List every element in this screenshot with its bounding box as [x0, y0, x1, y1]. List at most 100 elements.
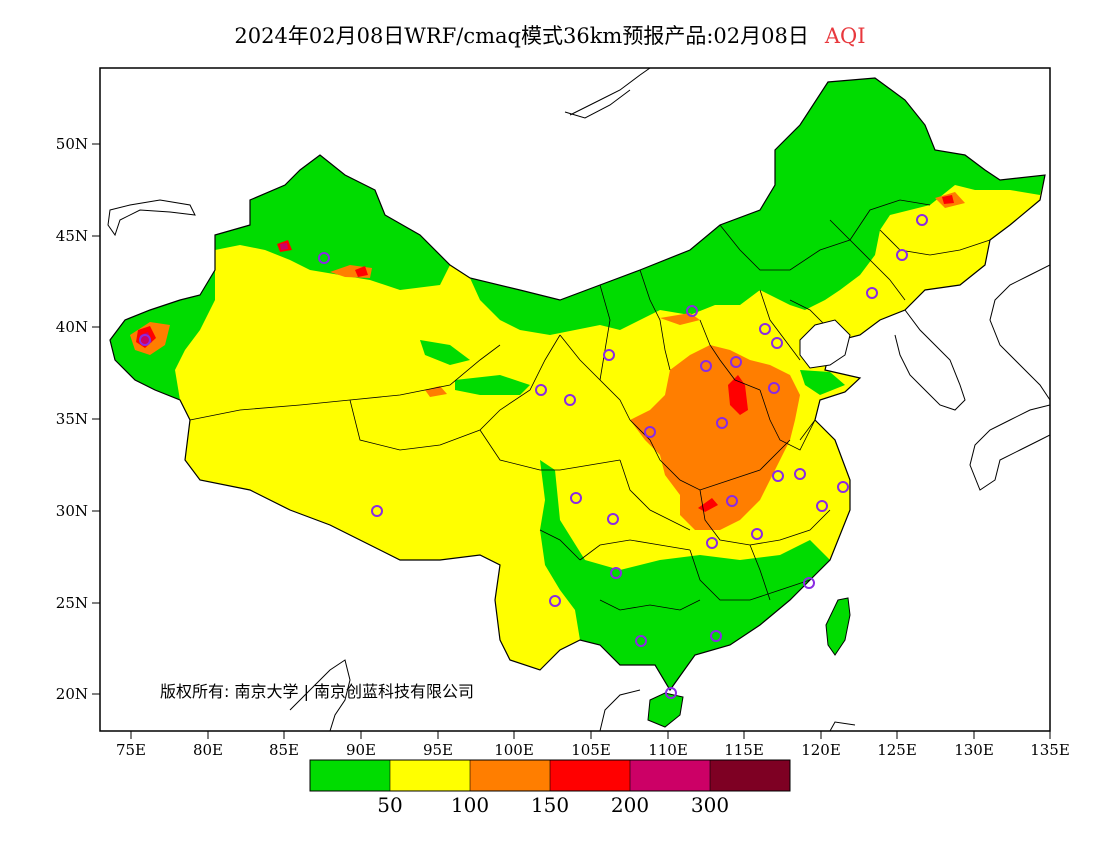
colorbar-label: 300	[691, 793, 729, 817]
good-region-northwest	[215, 155, 450, 290]
map-title: 2024年02月08日WRF/cmaq模式36km预报产品:02月08日 AQI	[0, 20, 1100, 50]
medium-pollution-henan	[728, 375, 748, 415]
colorbar-swatch-moderate	[390, 760, 470, 791]
good-region-north	[470, 78, 1045, 335]
lat-tick-label: 25N	[56, 594, 88, 612]
lon-tick: 85E	[269, 731, 299, 759]
lat-tick: 25N	[56, 594, 100, 612]
bohai-sea	[799, 319, 851, 369]
station-marker	[730, 356, 742, 368]
lat-tick: 35N	[56, 410, 100, 428]
station-marker	[570, 492, 582, 504]
lon-tick-label: 80E	[193, 741, 223, 759]
colorbar-swatch-medium	[550, 760, 630, 791]
lat-tick-label: 35N	[56, 410, 88, 428]
lon-tick-label: 115E	[724, 741, 764, 759]
lon-tick: 120E	[801, 731, 841, 759]
colorbar-label: 150	[531, 793, 569, 817]
lon-tick: 105E	[571, 731, 611, 759]
medium-pollution-ne	[942, 195, 954, 204]
lon-tick-label: 125E	[877, 741, 917, 759]
station-marker	[706, 537, 718, 549]
lat-tick-label: 45N	[56, 227, 88, 245]
taiwan-island	[825, 597, 851, 656]
station-marker	[603, 349, 615, 361]
station-marker	[371, 505, 383, 517]
lon-tick: 100E	[494, 731, 534, 759]
station-marker	[866, 287, 878, 299]
station-marker	[916, 214, 928, 226]
lon-tick-label: 110E	[648, 741, 688, 759]
lon-tick-label: 95E	[423, 741, 453, 759]
lon-tick: 130E	[954, 731, 994, 759]
lat-tick: 40N	[56, 318, 100, 336]
station-marker	[700, 360, 712, 372]
lat-tick-label: 40N	[56, 318, 88, 336]
station-marker	[635, 635, 647, 647]
station-marker	[716, 417, 728, 429]
station-marker	[564, 394, 576, 406]
lat-tick: 50N	[56, 135, 100, 153]
station-marker	[535, 384, 547, 396]
colorbar-label: 200	[611, 793, 649, 817]
lon-tick: 80E	[193, 731, 223, 759]
lat-tick: 45N	[56, 227, 100, 245]
lon-tick-label: 90E	[346, 741, 376, 759]
lon-tick: 110E	[648, 731, 688, 759]
china-border	[109, 77, 1046, 692]
station-marker	[803, 577, 815, 589]
copyright-text: 版权所有: 南京大学 | 南京创蓝科技有限公司	[160, 682, 474, 701]
title-main: 2024年02月08日WRF/cmaq模式36km预报产品:02月08日	[234, 24, 809, 48]
station-marker	[686, 305, 698, 317]
station-markers	[139, 214, 928, 699]
station-marker	[772, 470, 784, 482]
colorbar: 50 100 150 200 300	[309, 759, 791, 817]
lat-tick: 30N	[56, 502, 100, 520]
station-marker	[610, 567, 622, 579]
lon-tick-label: 105E	[571, 741, 611, 759]
lon-tick-label: 100E	[494, 741, 534, 759]
station-marker	[896, 249, 908, 261]
lon-tick-label: 85E	[269, 741, 299, 759]
good-region-south	[540, 460, 830, 690]
province-boundaries	[189, 199, 991, 611]
lat-tick-label: 30N	[56, 502, 88, 520]
good-region-patch-central	[455, 375, 530, 395]
colorbar-swatch-good	[310, 760, 390, 791]
lon-tick-label: 130E	[954, 741, 994, 759]
station-marker	[710, 630, 722, 642]
lat-tick-label: 50N	[56, 135, 88, 153]
map-frame	[99, 67, 1051, 732]
lon-tick: 75E	[116, 731, 146, 759]
lon-tick-label: 120E	[801, 741, 841, 759]
station-marker	[751, 528, 763, 540]
colorbar-swatch-severe	[710, 760, 790, 791]
lon-tick-label: 75E	[116, 741, 146, 759]
colorbar-swatch-heavy	[630, 760, 710, 791]
lon-tick-label: 135E	[1030, 741, 1070, 759]
title-variable: AQI	[824, 24, 866, 48]
lat-tick: 20N	[56, 685, 100, 703]
hainan-island	[647, 692, 684, 728]
map-area	[107, 68, 1050, 731]
colorbar-label: 100	[451, 793, 489, 817]
station-marker	[794, 468, 806, 480]
medium-pollution-xj3	[355, 266, 368, 277]
station-marker	[726, 495, 738, 507]
lat-tick-label: 20N	[56, 685, 88, 703]
station-marker	[318, 252, 330, 264]
station-marker	[759, 323, 771, 335]
good-region-patch-east	[800, 370, 845, 395]
good-region-patch-tibet	[420, 340, 470, 365]
station-marker	[644, 426, 656, 438]
lon-axis: 75E 80E 85E 90E 95E 100E 105E 110E 115E …	[116, 731, 1070, 759]
light-pollution-central	[630, 345, 800, 530]
station-marker	[816, 500, 828, 512]
lon-tick: 135E	[1030, 731, 1070, 759]
lon-tick: 95E	[423, 731, 453, 759]
colorbar-swatch-light	[470, 760, 550, 791]
station-marker	[768, 382, 780, 394]
station-marker	[549, 595, 561, 607]
lon-tick: 115E	[724, 731, 764, 759]
